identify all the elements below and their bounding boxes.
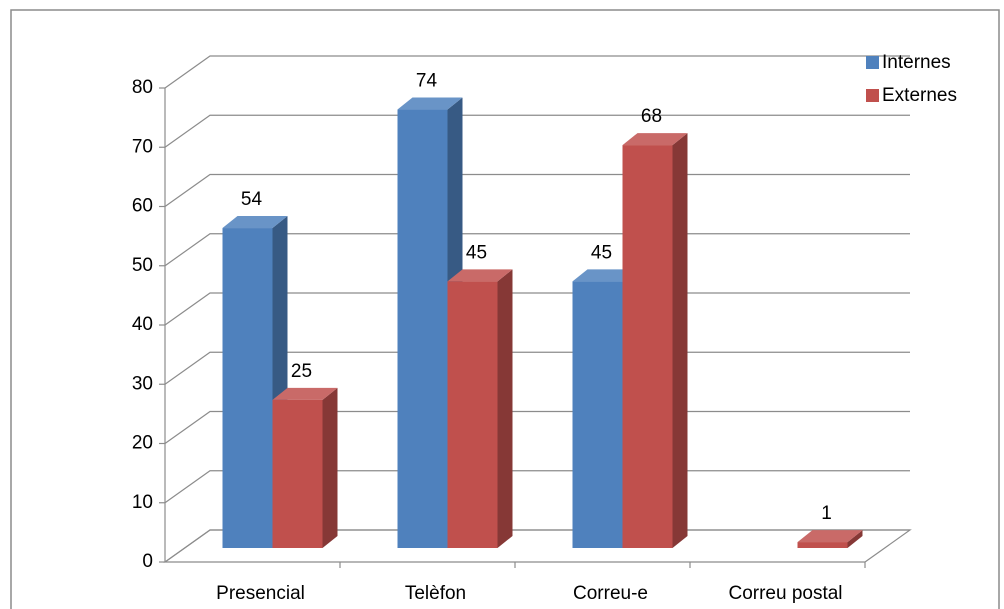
bar-side — [322, 387, 338, 548]
value-label: 68 — [641, 106, 662, 127]
chart-border — [10, 9, 1000, 609]
x-tick-label: Correu postal — [728, 583, 842, 604]
x-tick-label: Correu-e — [573, 583, 648, 604]
bar — [622, 145, 673, 548]
bar-top — [397, 97, 463, 110]
y-tick-label: 50 — [132, 255, 153, 276]
value-label: 54 — [241, 189, 263, 210]
bar — [397, 109, 448, 549]
bar-top — [222, 216, 288, 229]
bar — [222, 228, 273, 549]
legend-label: Internes — [882, 52, 951, 73]
x-tick-label: Telèfon — [405, 583, 466, 604]
bar-top — [622, 133, 688, 146]
value-label: 74 — [416, 71, 438, 92]
legend-swatch — [866, 89, 879, 102]
value-label: 45 — [466, 242, 487, 263]
bar-top — [797, 530, 863, 543]
y-tick-label: 10 — [132, 492, 153, 513]
grid-line — [164, 55, 910, 89]
y-tick-label: 70 — [132, 136, 153, 157]
y-tick-label: 30 — [132, 373, 153, 394]
value-label: 45 — [591, 242, 612, 263]
bar-top — [572, 269, 638, 282]
legend-label: Externes — [882, 85, 957, 106]
x-tick-label: Presencial — [216, 583, 305, 604]
y-tick-label: 60 — [132, 196, 153, 217]
value-label: 1 — [821, 503, 832, 524]
legend-swatch — [866, 56, 879, 69]
bar — [572, 281, 623, 548]
value-label: 25 — [291, 361, 312, 382]
y-tick-label: 20 — [132, 433, 153, 454]
bar-top — [272, 387, 338, 400]
bar — [797, 542, 848, 548]
bar-side — [497, 269, 513, 548]
bar-side — [847, 530, 863, 548]
bar — [272, 399, 323, 548]
grid-line — [164, 114, 910, 148]
y-tick-label: 0 — [142, 551, 153, 572]
bar-side — [672, 133, 688, 548]
bar-top — [447, 269, 513, 282]
y-tick-label: 80 — [132, 77, 153, 98]
bar — [447, 281, 498, 548]
grid-line — [164, 173, 910, 207]
y-tick-label: 40 — [132, 314, 153, 335]
